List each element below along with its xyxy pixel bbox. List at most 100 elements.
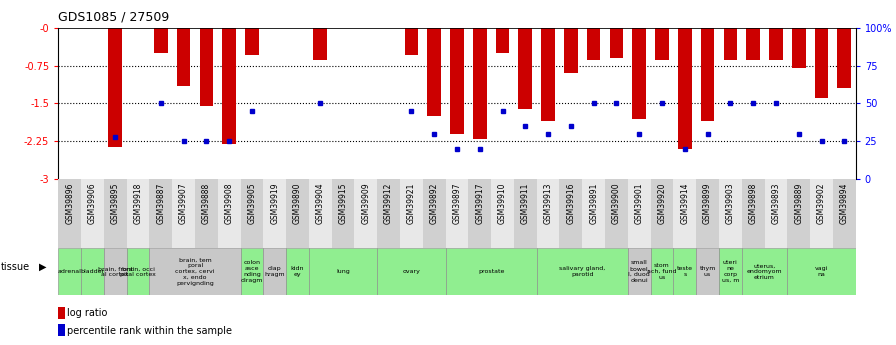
Bar <box>263 248 286 295</box>
Bar <box>564 28 578 73</box>
Bar <box>655 28 668 60</box>
Bar <box>286 179 309 248</box>
Bar <box>587 28 600 60</box>
Text: GSM39914: GSM39914 <box>680 183 689 224</box>
Text: GSM39887: GSM39887 <box>156 183 165 224</box>
Bar <box>537 248 628 295</box>
Bar <box>628 248 650 295</box>
Bar <box>150 248 240 295</box>
Bar <box>427 28 441 116</box>
Bar <box>674 179 696 248</box>
Bar <box>519 28 532 109</box>
Bar <box>473 28 487 139</box>
Text: GSM39895: GSM39895 <box>111 183 120 224</box>
Text: GSM39896: GSM39896 <box>65 183 74 224</box>
Bar <box>696 248 719 295</box>
Bar <box>788 179 810 248</box>
Text: GSM39900: GSM39900 <box>612 183 621 225</box>
Text: GDS1085 / 27509: GDS1085 / 27509 <box>58 10 169 23</box>
Bar <box>814 28 828 98</box>
Bar <box>314 28 327 60</box>
Text: uterus,
endomyom
etrium: uterus, endomyom etrium <box>746 263 782 280</box>
Bar <box>309 179 332 248</box>
Bar <box>286 248 309 295</box>
Bar <box>263 179 286 248</box>
Bar <box>81 179 104 248</box>
Bar <box>332 179 355 248</box>
Bar <box>355 179 377 248</box>
Bar <box>445 179 469 248</box>
Bar <box>559 179 582 248</box>
Text: log ratio: log ratio <box>67 308 108 318</box>
Bar <box>309 248 377 295</box>
Bar <box>833 179 856 248</box>
Text: brain, front
al cortex: brain, front al cortex <box>98 266 133 277</box>
Bar <box>810 179 833 248</box>
Bar <box>154 28 168 53</box>
Bar <box>605 179 628 248</box>
Text: small
bowel,
I, duod
denui: small bowel, I, duod denui <box>628 260 650 283</box>
Text: GSM39911: GSM39911 <box>521 183 530 224</box>
Text: GSM39906: GSM39906 <box>88 183 97 225</box>
Bar <box>719 248 742 295</box>
Text: GSM39898: GSM39898 <box>749 183 758 224</box>
Text: GSM39904: GSM39904 <box>315 183 324 225</box>
Bar <box>172 179 195 248</box>
Bar <box>650 179 674 248</box>
Bar <box>126 179 150 248</box>
Text: GSM39894: GSM39894 <box>840 183 849 224</box>
Bar <box>58 324 65 336</box>
Bar <box>491 179 514 248</box>
Bar <box>126 248 150 295</box>
Text: GSM39915: GSM39915 <box>339 183 348 224</box>
Text: GSM39908: GSM39908 <box>225 183 234 224</box>
Bar <box>633 28 646 119</box>
Bar <box>200 28 213 106</box>
Text: GSM39916: GSM39916 <box>566 183 575 224</box>
Bar <box>701 28 714 121</box>
Text: GSM39912: GSM39912 <box>384 183 393 224</box>
Text: tissue: tissue <box>1 262 30 272</box>
Bar <box>674 248 696 295</box>
Text: GSM39902: GSM39902 <box>817 183 826 224</box>
Bar <box>240 179 263 248</box>
Bar <box>218 179 240 248</box>
Text: percentile rank within the sample: percentile rank within the sample <box>67 326 232 335</box>
Text: salivary gland,
parotid: salivary gland, parotid <box>559 266 606 277</box>
Bar <box>405 28 418 56</box>
Text: GSM39889: GSM39889 <box>794 183 803 224</box>
Text: teste
s: teste s <box>676 266 693 277</box>
Text: GSM39921: GSM39921 <box>407 183 416 224</box>
Text: GSM39901: GSM39901 <box>634 183 643 224</box>
Bar <box>423 179 445 248</box>
Text: prostate: prostate <box>478 269 504 274</box>
Bar <box>742 248 788 295</box>
Bar <box>628 179 650 248</box>
Bar <box>678 28 692 149</box>
Bar <box>719 179 742 248</box>
Bar <box>400 179 423 248</box>
Text: GSM39899: GSM39899 <box>703 183 712 224</box>
Text: GSM39893: GSM39893 <box>771 183 780 224</box>
Bar <box>788 248 856 295</box>
Text: GSM39913: GSM39913 <box>544 183 553 224</box>
Bar <box>537 179 559 248</box>
Text: adrenal: adrenal <box>57 269 82 274</box>
Bar <box>58 179 81 248</box>
Text: GSM39917: GSM39917 <box>475 183 484 224</box>
Bar <box>792 28 806 68</box>
Bar <box>58 307 65 319</box>
Bar <box>240 248 263 295</box>
Text: GSM39891: GSM39891 <box>590 183 599 224</box>
Bar <box>450 28 464 134</box>
Text: GSM39890: GSM39890 <box>293 183 302 224</box>
Bar <box>838 28 851 88</box>
Text: GSM39888: GSM39888 <box>202 183 211 224</box>
Text: GSM39907: GSM39907 <box>179 183 188 225</box>
Bar <box>541 28 555 121</box>
Text: GSM39905: GSM39905 <box>247 183 256 225</box>
Text: vagi
na: vagi na <box>814 266 828 277</box>
Bar <box>377 248 445 295</box>
Bar <box>222 28 236 144</box>
Text: ovary: ovary <box>402 269 420 274</box>
